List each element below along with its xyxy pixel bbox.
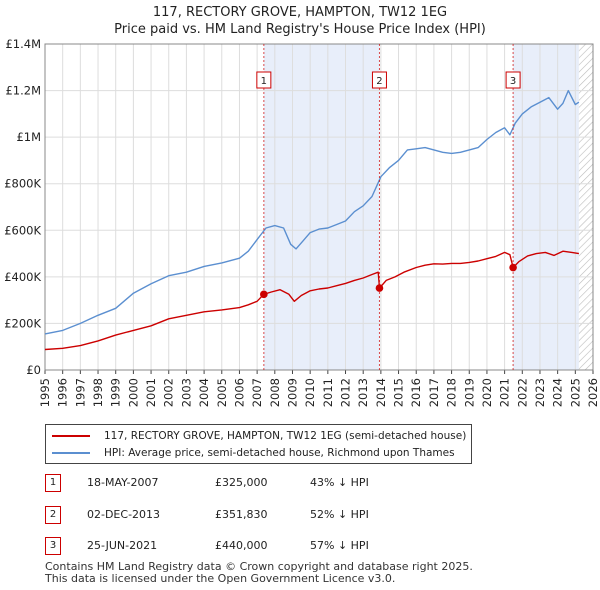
- price-chart: £0 £200K £400K £600K £800K £1M £1.2M £1.4M 1995 1…: [4, 37, 600, 407]
- x-tick-label-3: 1998: [91, 378, 105, 407]
- x-tick-label-20: 2015: [392, 378, 406, 407]
- sale-price-3: £440,000: [215, 539, 268, 552]
- forecast-hatch: [578, 44, 593, 370]
- x-tick-label-16: 2011: [321, 378, 335, 407]
- sale-point-3: [509, 263, 517, 272]
- sale-marker-label-1: 1: [261, 76, 267, 87]
- x-tick-label-29: 2024: [551, 378, 565, 407]
- x-tick-label-24: 2019: [462, 378, 476, 407]
- legend-property-label: 117, RECTORY GROVE, HAMPTON, TW12 1EG (s…: [104, 430, 467, 442]
- sale-point-1: [260, 290, 268, 299]
- x-tick-label-12: 2007: [250, 378, 264, 407]
- x-tick-label-17: 2012: [339, 378, 353, 407]
- x-tick-label-11: 2006: [232, 378, 246, 407]
- sale-marker-box-3: [505, 71, 521, 89]
- x-tick-label-19: 2014: [374, 378, 388, 407]
- x-tick-label-13: 2008: [268, 378, 282, 407]
- chart-subtitle: Price paid vs. HM Land Registry's House …: [114, 22, 486, 37]
- x-tick-label-21: 2016: [409, 378, 423, 407]
- x-tick-label-0: 1995: [38, 378, 52, 407]
- x-tick-label-30: 2025: [568, 378, 582, 407]
- sale-price-1: £325,000: [215, 476, 268, 489]
- sale-hpi-2: 52% ↓ HPI: [310, 508, 369, 521]
- x-tick-label-31: 2026: [586, 378, 600, 407]
- sale-marker-label-3: 3: [510, 76, 516, 87]
- x-tick-label-5: 2000: [126, 378, 140, 407]
- x-tick-label-25: 2020: [480, 378, 494, 407]
- sale-marker-box-2: [371, 71, 387, 89]
- y-tick-label-2: £400K: [4, 270, 41, 284]
- x-tick-label-4: 1999: [109, 378, 123, 407]
- y-tick-label-5: £1M: [16, 130, 41, 144]
- hpi-line: [44, 89, 580, 335]
- sale-hpi-3: 57% ↓ HPI: [310, 539, 369, 552]
- footer-licence: This data is licensed under the Open Gov…: [45, 572, 396, 585]
- sale-badge-3: 3: [45, 537, 61, 555]
- y-tick-label-4: £800K: [4, 177, 41, 191]
- property-price-line: [44, 250, 580, 351]
- x-tick-label-1: 1996: [56, 378, 70, 407]
- sale-date-3: 25-JUN-2021: [87, 539, 158, 552]
- sale-date-1: 18-MAY-2007: [87, 476, 159, 489]
- x-tick-label-14: 2009: [285, 378, 299, 407]
- x-tick-label-7: 2002: [162, 378, 176, 407]
- footer-copyright: Contains HM Land Registry data © Crown c…: [45, 560, 473, 573]
- legend: 117, RECTORY GROVE, HAMPTON, TW12 1EG (s…: [45, 424, 472, 464]
- legend-property-swatch: [52, 435, 90, 437]
- sale-price-2: £351,830: [215, 508, 268, 521]
- legend-hpi-label: HPI: Average price, semi-detached house,…: [104, 447, 455, 459]
- x-tick-label-9: 2004: [197, 378, 211, 407]
- x-tick-label-27: 2022: [515, 378, 529, 407]
- x-tick-label-6: 2001: [144, 378, 158, 407]
- y-tick-label-6: £1.2M: [5, 84, 41, 98]
- x-tick-label-18: 2013: [356, 378, 370, 407]
- x-tick-label-28: 2023: [533, 378, 547, 407]
- x-tick-label-22: 2017: [427, 378, 441, 407]
- sale-hpi-1: 43% ↓ HPI: [310, 476, 369, 489]
- x-tick-label-26: 2021: [498, 378, 512, 407]
- x-tick-label-8: 2003: [179, 378, 193, 407]
- y-tick-label-3: £600K: [4, 223, 41, 237]
- sale-marker-label-2: 2: [376, 76, 382, 87]
- legend-hpi-swatch: [52, 452, 90, 454]
- legend-item-property: 117, RECTORY GROVE, HAMPTON, TW12 1EG (s…: [52, 428, 466, 444]
- y-tick-label-7: £1.4M: [5, 37, 41, 51]
- x-tick-label-23: 2018: [445, 378, 459, 407]
- legend-item-hpi: HPI: Average price, semi-detached house,…: [52, 445, 455, 461]
- sale-point-2: [375, 284, 384, 292]
- x-tick-label-10: 2005: [215, 378, 229, 407]
- y-tick-label-1: £200K: [4, 316, 41, 330]
- sale-date-2: 02-DEC-2013: [87, 508, 161, 521]
- plot-frame: [44, 43, 594, 371]
- y-tick-label-0: £0: [26, 363, 41, 377]
- sale-badge-2: 2: [45, 506, 61, 524]
- chart-title: 117, RECTORY GROVE, HAMPTON, TW12 1EG: [152, 5, 448, 20]
- x-tick-label-2: 1997: [73, 378, 87, 407]
- x-tick-label-15: 2010: [303, 378, 317, 407]
- sale-marker-box-1: [256, 71, 272, 89]
- sale-badge-1: 1: [45, 474, 61, 492]
